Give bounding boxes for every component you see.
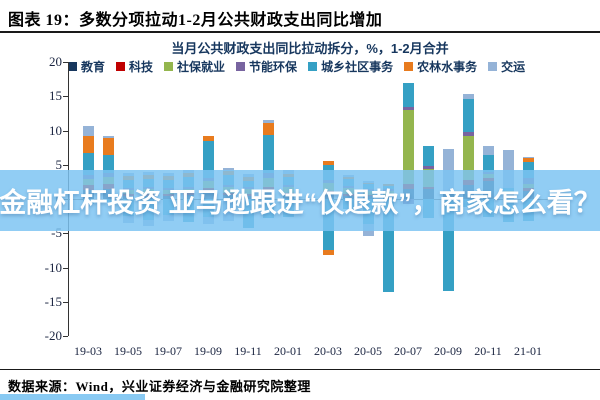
bar-segment: [403, 82, 414, 107]
y-axis-label: -5: [51, 225, 62, 241]
y-axis-tick: [63, 96, 68, 98]
bar-segment: [263, 119, 274, 123]
title-rule: [0, 31, 600, 33]
bar-segment: [483, 145, 494, 156]
bar-segment: [83, 125, 94, 136]
chart-title: 当月公共财政支出同比拉动拆分，%，1-2月合并: [171, 41, 449, 56]
y-axis-label: 15: [49, 88, 62, 104]
x-axis-label: 20-11: [474, 344, 502, 358]
legend-label: 城乡社区事务: [321, 60, 394, 74]
legend-item: 交运: [488, 58, 525, 75]
bar-segment: [223, 168, 234, 171]
x-axis-label: 20-01: [274, 344, 302, 358]
bar-segment: [463, 94, 474, 99]
bar-segment: [203, 141, 214, 179]
bar-segment: [423, 145, 434, 167]
legend-item: 科技: [116, 58, 153, 75]
legend-item: 社保就业: [164, 58, 225, 75]
legend-item: 城乡社区事务: [308, 58, 393, 75]
legend-label: 农林水事务: [417, 60, 478, 74]
legend-label: 教育: [81, 60, 106, 74]
source-rule: [0, 369, 600, 370]
bar-segment: [263, 122, 274, 135]
bar-segment-negative: [383, 199, 394, 293]
bar-segment: [503, 150, 514, 189]
y-axis-label: 5: [55, 156, 63, 172]
bar-segment: [423, 166, 434, 169]
y-axis-tick: [63, 62, 68, 63]
y-axis-label: 20: [49, 54, 62, 69]
legend-swatch-icon: [404, 62, 414, 71]
bar-segment: [263, 134, 274, 173]
x-axis-label: 19-07: [154, 344, 182, 358]
bar-segment: [323, 160, 334, 165]
legend-swatch-icon: [68, 62, 77, 71]
x-axis-label: 21-01: [514, 344, 542, 358]
bar-segment: [103, 138, 114, 156]
y-axis-tick: [63, 336, 68, 337]
x-axis-label: 20-05: [354, 344, 382, 358]
bar-segment: [523, 157, 534, 162]
news-banner-text: 金融杠杆投资 亚马逊跟进“仅退款”，商家怎么看？: [0, 188, 600, 218]
bar-segment: [83, 135, 94, 154]
bar-segment: [203, 135, 214, 142]
y-axis-tick: [63, 267, 68, 269]
legend-item: 农林水事务: [404, 58, 477, 75]
bar-segment: [103, 135, 114, 139]
banner-fragment: [0, 394, 145, 400]
y-axis-tick: [63, 301, 68, 303]
bar-segment: [483, 155, 494, 173]
x-axis-label: 19-03: [74, 344, 102, 358]
legend-label: 社保就业: [177, 60, 226, 74]
bar-segment: [463, 131, 474, 136]
legend-swatch-icon: [308, 62, 318, 71]
bar-segment: [103, 155, 114, 173]
legend-item: 节能环保: [236, 58, 297, 75]
bar-segment: [463, 135, 474, 180]
x-axis-label: 20-07: [394, 344, 422, 358]
legend-swatch-icon: [488, 62, 498, 71]
y-axis-label: 10: [49, 122, 62, 138]
bar-segment: [403, 109, 414, 184]
legend-label: 科技: [129, 60, 154, 74]
x-axis-label: 19-09: [194, 344, 222, 358]
data-source: 数据来源：Wind，兴业证券经济与金融研究院整理: [8, 379, 311, 394]
legend-label: 交运: [501, 60, 526, 74]
legend-swatch-icon: [164, 62, 174, 71]
x-axis-label: 20-03: [314, 344, 342, 358]
bar-segment: [463, 98, 474, 132]
y-axis-label: -10: [44, 259, 62, 275]
bar-segment: [523, 156, 534, 158]
y-axis-tick: [63, 164, 68, 166]
x-axis-label: 19-11: [234, 344, 262, 358]
y-axis-tick: [63, 130, 68, 132]
legend-label: 节能环保: [249, 60, 298, 74]
legend-swatch-icon: [236, 62, 246, 71]
bar-segment: [403, 106, 414, 110]
x-axis-label: 19-05: [114, 344, 142, 358]
bar-segment-negative: [323, 249, 334, 256]
y-axis-label: -15: [44, 293, 62, 309]
y-axis-label: -20: [44, 328, 62, 343]
legend-swatch-icon: [116, 62, 126, 71]
figure-title: 图表 19：多数分项拉动1-2月公共财政支出同比增加: [8, 12, 383, 29]
legend: 教育 科技 社保就业 节能环保 城乡社区事务 农林水事务 交运: [68, 58, 588, 75]
y-axis-tick: [63, 233, 68, 235]
bar-segment-negative: [443, 199, 454, 291]
x-axis-label: 20-09: [434, 344, 462, 358]
legend-item: 教育: [68, 58, 105, 75]
bar-segment: [83, 153, 94, 175]
news-banner: 金融杠杆投资 亚马逊跟进“仅退款”，商家怎么看？: [0, 170, 600, 231]
